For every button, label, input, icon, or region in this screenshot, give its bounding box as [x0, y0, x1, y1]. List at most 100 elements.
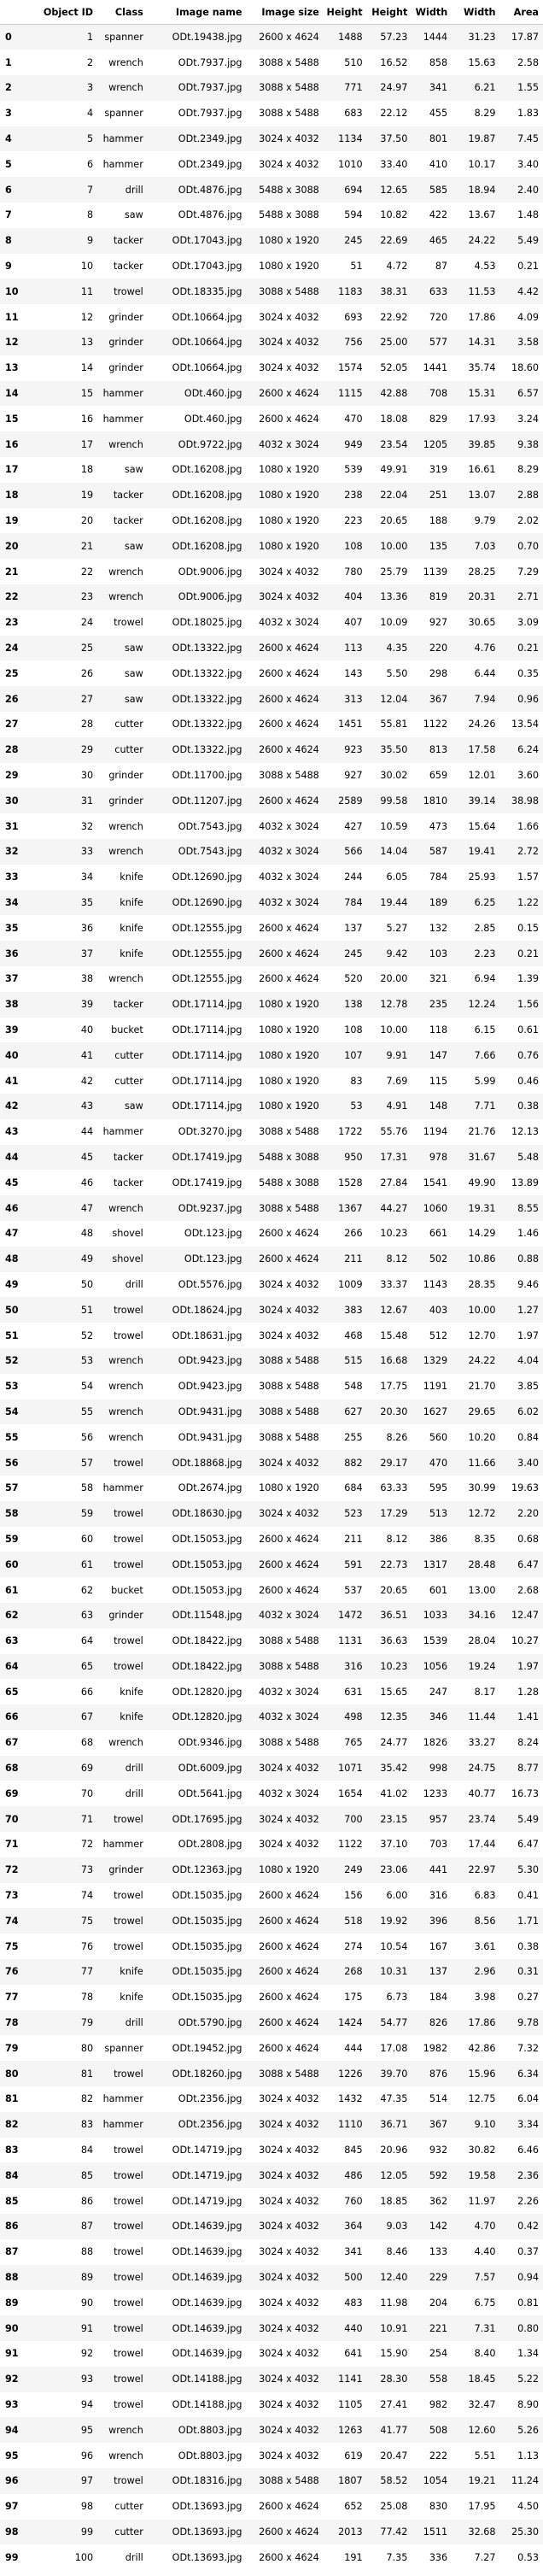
table-cell: 0.21: [517, 948, 539, 959]
table-cell: ODt.18260.jpg: [172, 2068, 242, 2080]
table-cell: 15.90: [380, 2348, 408, 2360]
table-cell: 66: [80, 1686, 94, 1698]
table-cell: 184: [429, 1992, 448, 2004]
table-cell: 24.97: [380, 82, 408, 94]
table-cell: 2600 x 4624: [259, 2501, 319, 2513]
table-cell: 3024 x 4032: [259, 158, 319, 170]
table-cell: 0.38: [517, 1940, 539, 1952]
table-cell: ODt.10664.jpg: [172, 337, 242, 349]
table-cell: trowel: [114, 2195, 143, 2207]
table-cell: 683: [344, 108, 363, 120]
table-cell: 0.27: [517, 1992, 539, 2004]
row-index: 22: [5, 591, 19, 603]
table-row: 69 70 drill ODt.5641.jpg 4032 x 3024 1654 41.0…: [0, 1781, 543, 1807]
table-cell: bucket: [111, 1024, 143, 1036]
table-cell: 24.22: [468, 1355, 496, 1367]
table-cell: 367: [429, 693, 448, 705]
table-row: 61 62 bucket ODt.15053.jpg 2600 x 4624 537 20.…: [0, 1577, 543, 1603]
table-cell: 2.85: [474, 922, 496, 934]
table-cell: 4.50: [517, 2501, 539, 2513]
table-cell: ODt.15035.jpg: [172, 1992, 242, 2004]
table-cell: 8.77: [517, 1763, 539, 1775]
table-cell: 20.30: [380, 1405, 408, 1417]
table-row: 87 88 trowel ODt.14639.jpg 3024 x 4032 341 8.4…: [0, 2239, 543, 2265]
table-cell: 8.17: [474, 1686, 496, 1698]
row-index: 95: [5, 2450, 19, 2462]
table-row: 80 81 trowel ODt.18260.jpg 3088 x 5488 1226 39…: [0, 2061, 543, 2087]
table-row: 15 16 hammer ODt.460.jpg 2600 x 4624 470 18.08…: [0, 406, 543, 432]
table-cell: 1432: [338, 2093, 363, 2105]
table-row: 52 53 wrench ODt.9423.jpg 3088 x 5488 515 16.6…: [0, 1347, 543, 1374]
table-cell: ODt.11700.jpg: [172, 770, 242, 781]
table-cell: 2.72: [517, 846, 539, 858]
table-cell: 133: [429, 2246, 448, 2258]
table-cell: 22.97: [468, 1864, 496, 1876]
table-cell: 15: [80, 388, 94, 400]
table-cell: 41.02: [380, 1787, 408, 1799]
table-cell: 3024 x 4032: [259, 1813, 319, 1825]
table-row: 71 72 hammer ODt.2808.jpg 3024 x 4032 1122 37.…: [0, 1832, 543, 1857]
table-cell: 444: [344, 2042, 363, 2054]
table-cell: 108: [344, 540, 363, 552]
column-header: Width: [412, 0, 452, 25]
table-row: 3 4 spanner ODt.7937.jpg 3088 x 5488 683 22.12…: [0, 100, 543, 126]
table-cell: 4032 x 3024: [259, 1610, 319, 1622]
table-cell: 38.98: [511, 795, 539, 807]
table-cell: ODt.13693.jpg: [172, 2551, 242, 2563]
table-cell: tacker: [113, 1151, 143, 1163]
table-cell: 1122: [338, 1839, 363, 1851]
table-cell: 90: [80, 2297, 94, 2309]
table-row: 96 97 trowel ODt.18316.jpg 3088 x 5488 1807 58…: [0, 2468, 543, 2494]
table-cell: ODt.4876.jpg: [178, 209, 242, 221]
table-cell: knife: [120, 1966, 143, 1978]
table-cell: 3.98: [474, 1992, 496, 2004]
table-cell: ODt.17114.jpg: [172, 1024, 242, 1036]
table-cell: 8.29: [474, 108, 496, 120]
table-cell: 3024 x 4032: [259, 133, 319, 145]
table-cell: 191: [344, 2551, 363, 2563]
table-cell: drill: [125, 1787, 143, 1799]
table-cell: 7.66: [474, 1049, 496, 1061]
table-cell: wrench: [108, 1737, 143, 1749]
table-cell: 427: [344, 820, 363, 832]
table-cell: 87: [80, 2221, 94, 2233]
table-cell: ODt.18630.jpg: [172, 1508, 242, 1520]
table-cell: 10: [80, 261, 94, 273]
table-cell: 59: [80, 1508, 94, 1520]
table-cell: 4.35: [386, 643, 408, 654]
row-index: 9: [5, 261, 12, 273]
table-cell: 780: [344, 566, 363, 578]
table-cell: 12.60: [468, 2424, 496, 2436]
table-cell: 10.54: [380, 1940, 408, 1952]
table-cell: 5.48: [517, 1151, 539, 1163]
table-cell: knife: [120, 1686, 143, 1698]
table-cell: 932: [429, 2145, 448, 2156]
table-cell: 0.31: [517, 1966, 539, 1978]
table-cell: 10.23: [380, 1660, 408, 1672]
table-cell: 661: [429, 1228, 448, 1240]
table-cell: 313: [344, 693, 363, 705]
table-cell: 3088 x 5488: [259, 1660, 319, 1672]
table-cell: 204: [429, 2297, 448, 2309]
table-cell: ODt.16208.jpg: [172, 490, 242, 502]
table-row: 50 51 trowel ODt.18624.jpg 3024 x 4032 383 12.…: [0, 1297, 543, 1323]
table-row: 47 48 shovel ODt.123.jpg 2600 x 4624 266 10.23…: [0, 1220, 543, 1247]
table-cell: 0.46: [517, 1075, 539, 1087]
table-cell: ODt.12555.jpg: [172, 948, 242, 959]
table-cell: 3.85: [517, 1381, 539, 1393]
table-cell: ODt.18422.jpg: [172, 1635, 242, 1647]
table-cell: 27: [80, 693, 94, 705]
row-index: 55: [5, 1431, 19, 1443]
table-cell: 18.45: [468, 2374, 496, 2385]
row-index: 82: [5, 2119, 19, 2131]
table-cell: 72: [80, 1839, 94, 1851]
table-cell: 108: [344, 1024, 363, 1036]
table-cell: saw: [124, 667, 143, 679]
table-cell: 88: [80, 2246, 94, 2258]
table-cell: hammer: [102, 2093, 143, 2105]
table-cell: 0.21: [517, 643, 539, 654]
table-cell: 22.04: [380, 490, 408, 502]
table-cell: 17.86: [468, 311, 496, 323]
table-cell: 1810: [423, 795, 448, 807]
row-index: 83: [5, 2145, 19, 2156]
